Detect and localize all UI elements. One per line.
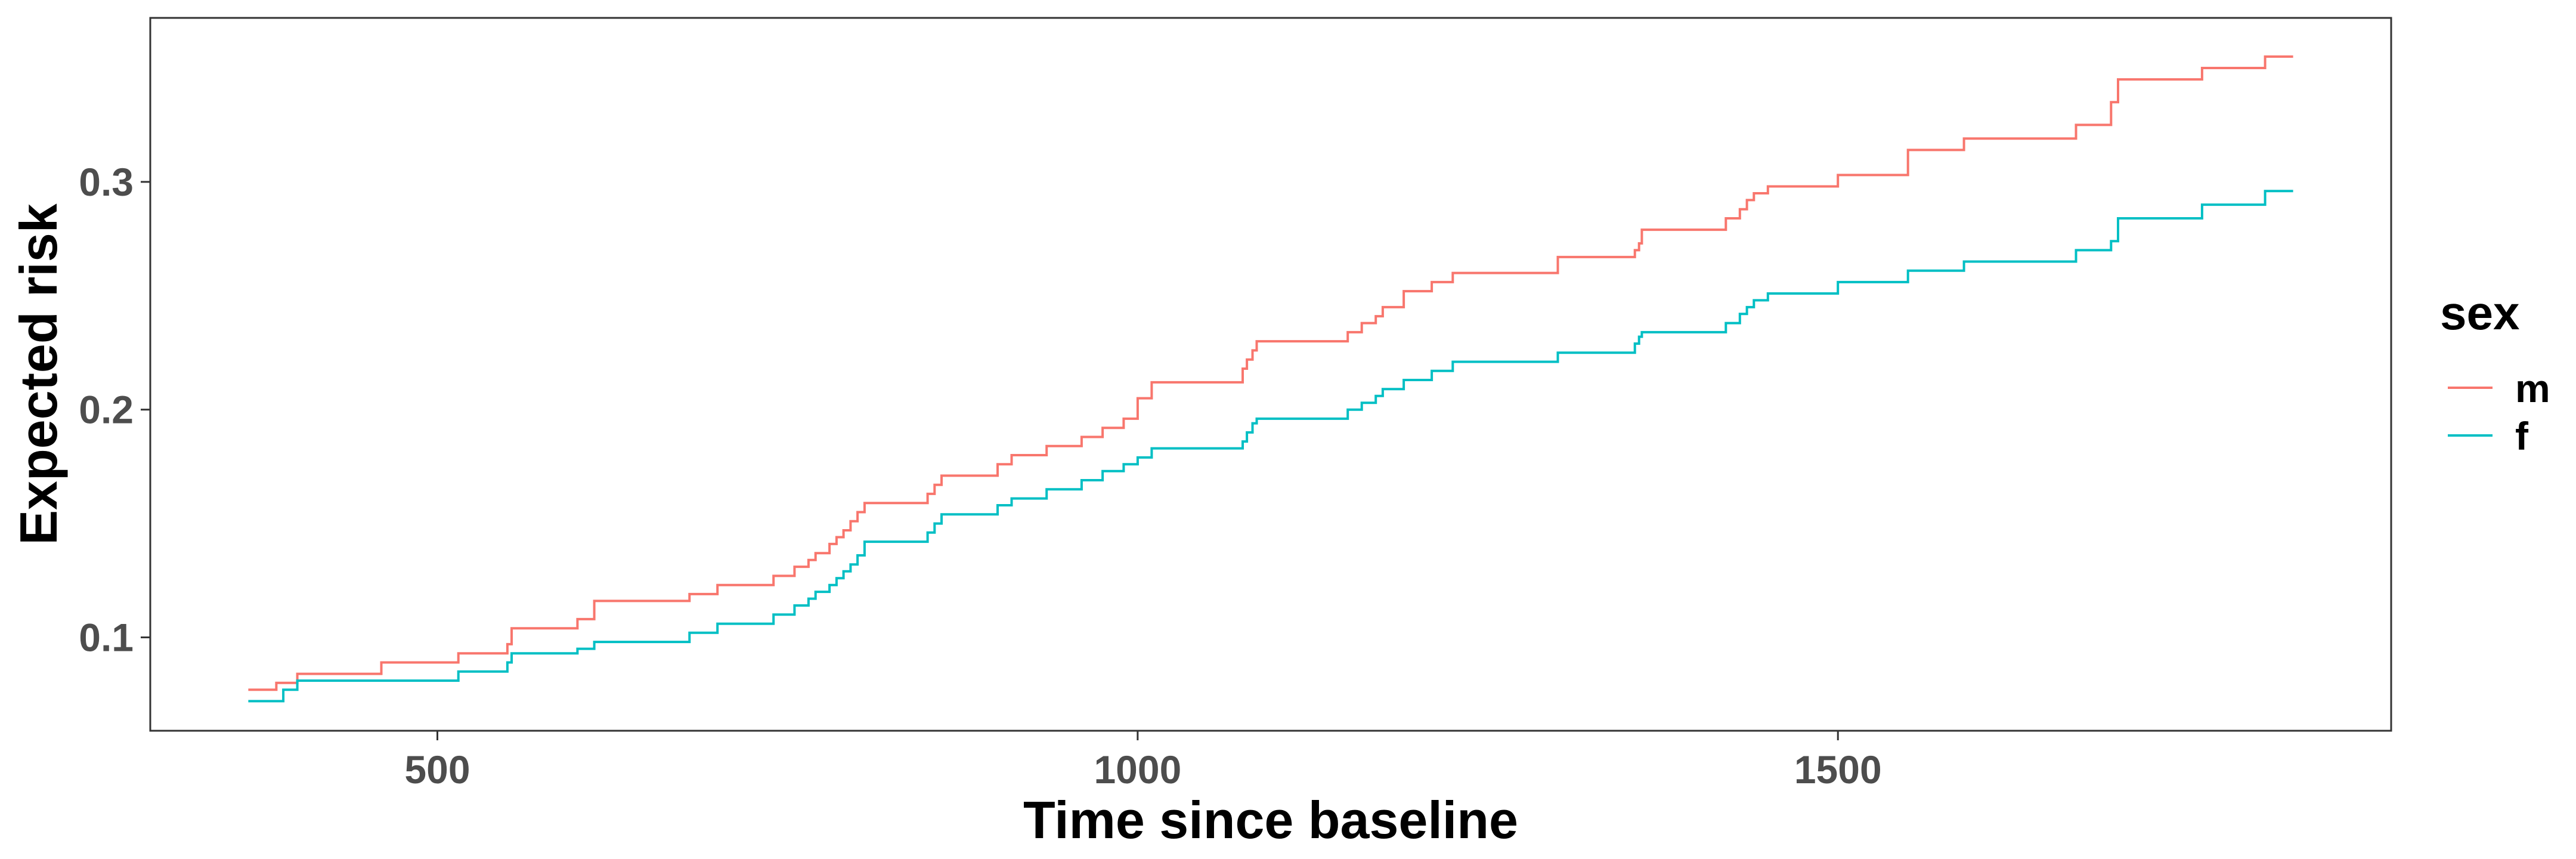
y-tick-label: 0.1 [79,615,134,659]
series-line-f [248,190,2293,703]
series-lines [248,55,2293,703]
series-line-m [248,55,2293,691]
x-axis-title: Time since baseline [1023,790,1518,849]
legend-label-f: f [2515,414,2529,458]
legend-title: sex [2440,286,2519,339]
x-tick-label: 1000 [1094,747,1181,792]
x-tick-label: 500 [404,747,470,792]
y-tick-label: 0.2 [79,388,134,432]
legend: sex mf [2440,286,2550,458]
axis-ticks: 500 1000 1500 0.1 0.2 0.3 [79,160,1881,792]
legend-label-m: m [2515,366,2550,410]
y-tick-label: 0.3 [79,160,134,204]
y-axis-title: Expected risk [9,203,68,545]
x-tick-label: 1500 [1794,747,1882,792]
plot-panel-border [149,17,2392,732]
legend-items: mf [2448,366,2550,458]
